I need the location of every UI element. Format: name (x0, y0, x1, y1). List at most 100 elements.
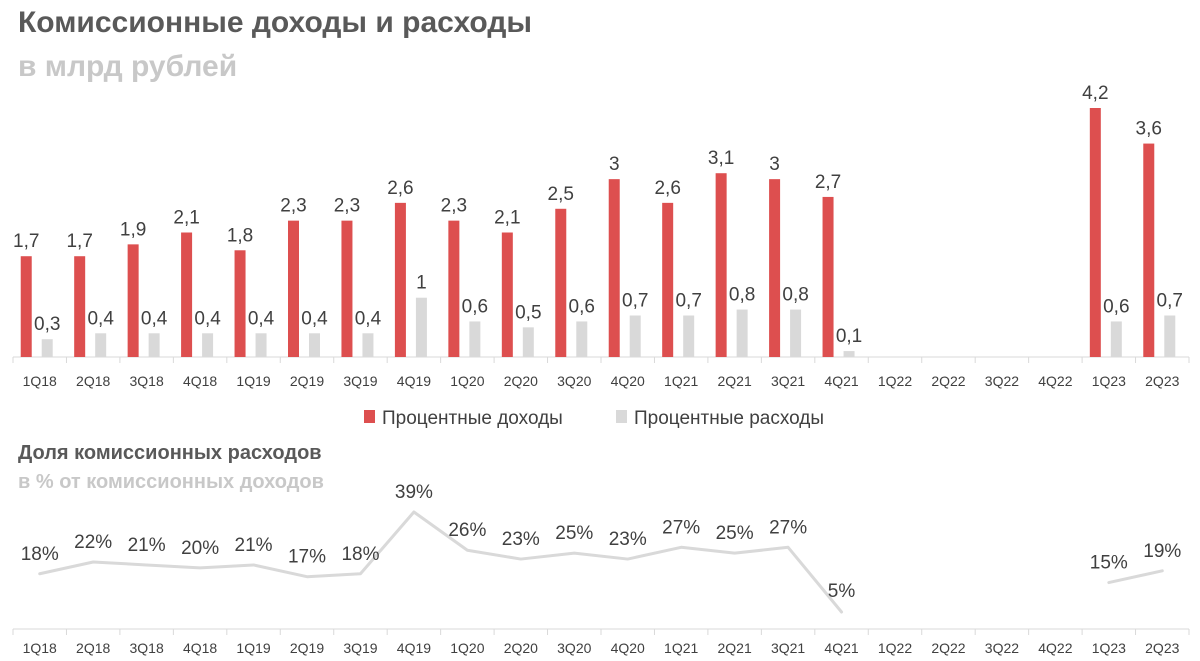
share-data-label: 21% (128, 535, 166, 556)
expense-bar (629, 315, 641, 357)
x-tick-label: 4Q19 (397, 373, 431, 389)
expense-bar (202, 333, 214, 357)
income-data-label: 2,1 (173, 208, 199, 229)
x-tick-label: 3Q21 (771, 373, 805, 389)
chart-subtitle: в млрд рублей (18, 50, 238, 83)
expense-bar (95, 333, 107, 357)
expense-bar (683, 315, 695, 357)
x-tick-label: 1Q22 (878, 373, 912, 389)
x-tick-label: 3Q22 (985, 640, 1019, 656)
share-data-label: 27% (769, 517, 807, 538)
x-tick-label: 4Q18 (183, 373, 217, 389)
income-bar (234, 250, 246, 357)
x-tick-label: 4Q21 (824, 373, 858, 389)
x-tick-label: 4Q20 (611, 640, 645, 656)
income-data-label: 3 (609, 154, 620, 175)
x-tick-label: 2Q20 (504, 373, 538, 389)
income-bar (501, 232, 513, 357)
x-tick-label: 1Q21 (664, 373, 698, 389)
share-data-label: 27% (662, 517, 700, 538)
share-data-label: 39% (395, 482, 433, 503)
income-bar (448, 220, 460, 357)
x-tick-label: 1Q20 (450, 373, 484, 389)
x-tick-label: 1Q19 (236, 373, 270, 389)
share-data-label: 26% (448, 520, 486, 541)
expense-data-label: 0,4 (301, 308, 328, 329)
x-tick-label: 1Q19 (236, 640, 270, 656)
income-data-label: 2,3 (441, 196, 467, 217)
income-bar (181, 232, 193, 357)
x-tick-label: 2Q18 (76, 373, 110, 389)
income-bar (769, 179, 781, 357)
income-bar (127, 244, 139, 357)
expense-data-label: 0,4 (87, 308, 114, 329)
expense-bar (362, 333, 374, 357)
x-tick-label: 4Q18 (183, 640, 217, 656)
share-data-label: 21% (235, 535, 273, 556)
x-tick-label: 3Q19 (343, 373, 377, 389)
expense-data-label: 1 (416, 273, 427, 294)
expense-data-label: 0,7 (1157, 291, 1183, 312)
expense-data-label: 0,4 (194, 308, 221, 329)
x-tick-label: 2Q21 (718, 640, 752, 656)
expense-data-label: 0,6 (462, 296, 488, 317)
legend-label-expense: Процентные расходы (634, 408, 824, 429)
share-line (1107, 569, 1164, 585)
expense-data-label: 0,4 (141, 308, 168, 329)
income-bar (715, 173, 727, 357)
income-data-label: 3,6 (1136, 119, 1162, 140)
expense-bar (843, 351, 855, 357)
income-data-label: 1,8 (227, 225, 253, 246)
income-data-label: 2,6 (654, 178, 680, 199)
x-tick-label: 1Q23 (1092, 373, 1126, 389)
expense-data-label: 0,8 (729, 285, 755, 306)
income-data-label: 2,6 (387, 178, 413, 199)
share-data-label: 22% (74, 532, 112, 553)
bar-chart: 1Q18 2Q18 3Q18 4Q18 1Q19 2Q19 3Q19 4Q19 1Q20 2Q20… (12, 83, 1190, 389)
x-tick-label: 4Q20 (611, 373, 645, 389)
expense-data-label: 0,6 (569, 296, 595, 317)
income-data-label: 2,1 (494, 208, 520, 229)
income-bar (662, 202, 674, 357)
income-data-label: 3,1 (708, 148, 734, 169)
share-data-label: 5% (828, 581, 856, 602)
income-bar (341, 220, 353, 357)
x-tick-label: 2Q19 (290, 373, 324, 389)
expense-data-label: 0,3 (34, 314, 60, 335)
x-tick-label: 4Q22 (1038, 373, 1072, 389)
x-tick-label: 1Q23 (1092, 640, 1126, 656)
share-data-label: 23% (502, 529, 540, 550)
x-tick-label: 2Q19 (290, 640, 324, 656)
x-tick-label: 2Q22 (931, 373, 965, 389)
x-tick-label: 2Q20 (504, 640, 538, 656)
expense-bar (415, 297, 427, 357)
share-data-label: 23% (609, 529, 647, 550)
x-tick-label: 3Q18 (130, 373, 164, 389)
x-tick-label: 2Q21 (718, 373, 752, 389)
income-bar (288, 220, 299, 357)
share-data-label: 18% (21, 544, 59, 565)
x-tick-label: 4Q22 (1038, 640, 1072, 656)
income-bar (394, 202, 406, 357)
x-tick-label: 4Q21 (824, 640, 858, 656)
share-data-label: 20% (181, 538, 219, 559)
expense-bar (522, 327, 534, 357)
expense-data-label: 0,8 (782, 285, 808, 306)
expense-data-label: 0,1 (836, 326, 862, 347)
legend: Процентные доходы Процентные расходы (364, 408, 824, 429)
expense-bar (736, 309, 748, 357)
income-bar (1143, 143, 1155, 357)
x-tick-label: 1Q18 (23, 373, 57, 389)
x-tick-label: 2Q23 (1145, 640, 1179, 656)
expense-data-label: 0,4 (355, 308, 382, 329)
expense-data-label: 0,5 (515, 302, 541, 323)
x-tick-label: 3Q21 (771, 640, 805, 656)
expense-bar (309, 333, 320, 357)
income-bar (20, 256, 32, 357)
line-chart-title: Доля комиссионных расходов (18, 442, 322, 464)
expense-bar (469, 321, 481, 357)
income-data-label: 2,5 (548, 184, 574, 205)
x-tick-label: 1Q22 (878, 640, 912, 656)
line-chart: 1Q18 2Q18 3Q18 4Q18 1Q19 2Q19 3Q19 4Q19 1Q20 2Q20… (12, 482, 1190, 656)
income-bar (608, 179, 620, 357)
